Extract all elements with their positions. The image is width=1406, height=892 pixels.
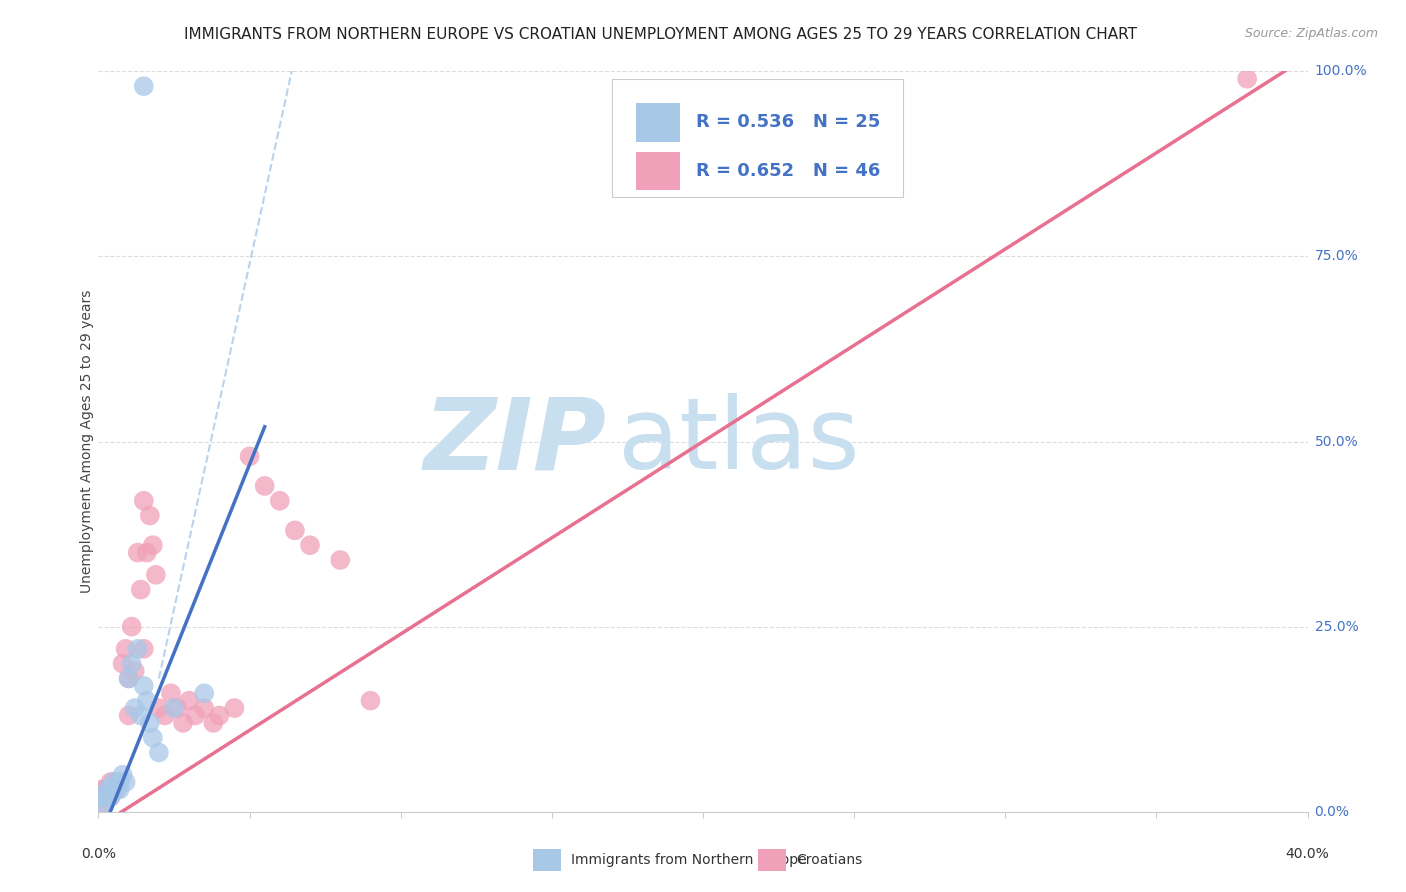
Point: [142, 731, 165, 745]
Point: [90, 789, 112, 804]
Point: [129, 582, 152, 597]
Point: [160, 686, 183, 700]
Point: [121, 619, 143, 633]
Point: [127, 641, 149, 656]
Point: [163, 701, 186, 715]
Point: [105, 782, 128, 797]
Point: [103, 782, 125, 797]
Point: [299, 538, 322, 552]
Point: [111, 767, 134, 781]
Text: R = 0.536   N = 25: R = 0.536 N = 25: [696, 113, 880, 131]
Point: [360, 694, 382, 708]
Point: [139, 508, 162, 523]
Point: [132, 641, 155, 656]
Point: [139, 715, 162, 730]
Text: atlas: atlas: [619, 393, 860, 490]
Point: [129, 708, 152, 723]
Point: [193, 686, 215, 700]
Point: [127, 546, 149, 560]
FancyBboxPatch shape: [637, 103, 681, 142]
Point: [224, 701, 246, 715]
Point: [90, 782, 112, 797]
Point: [108, 782, 131, 797]
Point: [93, 797, 115, 812]
Point: [100, 789, 122, 804]
Text: 25.0%: 25.0%: [1315, 620, 1358, 633]
Point: [329, 553, 352, 567]
Text: Immigrants from Northern Europe: Immigrants from Northern Europe: [571, 853, 807, 867]
Point: [135, 694, 157, 708]
Point: [96, 782, 118, 797]
Point: [172, 715, 194, 730]
Point: [93, 782, 115, 797]
Point: [93, 789, 115, 804]
Point: [132, 493, 155, 508]
Point: [96, 789, 118, 804]
Point: [124, 664, 146, 678]
Point: [284, 524, 307, 538]
Point: [145, 567, 167, 582]
FancyBboxPatch shape: [637, 152, 681, 190]
Point: [193, 701, 215, 715]
Point: [114, 775, 136, 789]
Point: [166, 701, 188, 715]
Point: [111, 657, 134, 671]
Text: 0.0%: 0.0%: [82, 847, 115, 862]
Point: [90, 789, 112, 804]
Point: [153, 708, 176, 723]
Point: [118, 672, 141, 686]
Point: [148, 746, 170, 760]
Point: [96, 782, 118, 797]
Point: [118, 672, 141, 686]
Point: [124, 701, 146, 715]
Text: ZIP: ZIP: [423, 393, 606, 490]
Point: [103, 775, 125, 789]
Text: 50.0%: 50.0%: [1315, 434, 1358, 449]
Point: [108, 775, 131, 789]
Point: [100, 789, 122, 804]
Point: [121, 657, 143, 671]
Point: [105, 782, 128, 797]
Point: [132, 679, 155, 693]
Point: [118, 708, 141, 723]
Text: 40.0%: 40.0%: [1285, 847, 1330, 862]
Point: [114, 641, 136, 656]
Point: [142, 538, 165, 552]
Point: [202, 715, 225, 730]
Point: [108, 775, 131, 789]
Text: IMMIGRANTS FROM NORTHERN EUROPE VS CROATIAN UNEMPLOYMENT AMONG AGES 25 TO 29 YEA: IMMIGRANTS FROM NORTHERN EUROPE VS CROAT…: [184, 27, 1137, 42]
Point: [148, 701, 170, 715]
Point: [135, 546, 157, 560]
Point: [96, 789, 118, 804]
Point: [1236, 71, 1258, 86]
Point: [100, 775, 122, 789]
Point: [253, 479, 276, 493]
Text: 75.0%: 75.0%: [1315, 250, 1358, 263]
FancyBboxPatch shape: [612, 78, 903, 197]
Point: [239, 450, 262, 464]
Point: [269, 493, 291, 508]
Text: R = 0.652   N = 46: R = 0.652 N = 46: [696, 162, 880, 180]
Point: [132, 79, 155, 94]
Y-axis label: Unemployment Among Ages 25 to 29 years: Unemployment Among Ages 25 to 29 years: [80, 290, 94, 593]
Point: [184, 708, 207, 723]
Point: [103, 775, 125, 789]
Text: Croatians: Croatians: [796, 853, 862, 867]
Point: [177, 694, 201, 708]
Text: Source: ZipAtlas.com: Source: ZipAtlas.com: [1244, 27, 1378, 40]
Point: [93, 797, 115, 812]
Point: [100, 782, 122, 797]
Point: [208, 708, 231, 723]
Text: 0.0%: 0.0%: [1315, 805, 1350, 819]
Text: 100.0%: 100.0%: [1315, 64, 1367, 78]
